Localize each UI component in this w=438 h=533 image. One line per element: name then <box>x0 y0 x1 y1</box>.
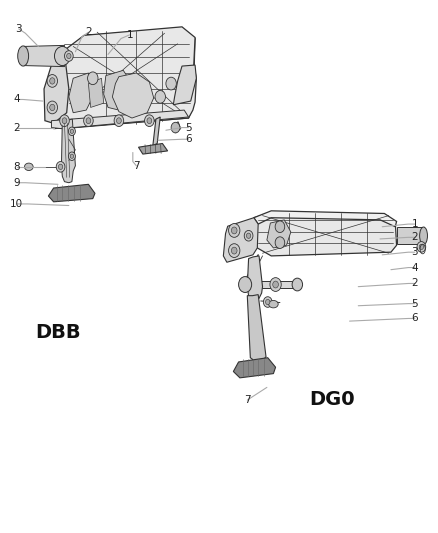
Polygon shape <box>44 54 69 123</box>
Circle shape <box>270 278 281 292</box>
Polygon shape <box>397 227 424 244</box>
Polygon shape <box>173 65 196 105</box>
Circle shape <box>275 237 285 248</box>
Polygon shape <box>223 217 258 262</box>
Circle shape <box>229 223 240 237</box>
Polygon shape <box>61 119 75 183</box>
Text: 5: 5 <box>412 298 418 309</box>
Circle shape <box>62 118 67 124</box>
Circle shape <box>88 72 98 85</box>
Circle shape <box>231 247 237 254</box>
Text: 2: 2 <box>412 278 418 288</box>
Circle shape <box>47 75 57 87</box>
Circle shape <box>68 152 75 160</box>
Text: 8: 8 <box>13 163 20 172</box>
Circle shape <box>231 227 237 234</box>
Circle shape <box>417 241 426 252</box>
Polygon shape <box>247 256 262 300</box>
Polygon shape <box>51 110 188 128</box>
Text: 5: 5 <box>185 123 192 133</box>
Polygon shape <box>245 281 297 288</box>
Circle shape <box>60 115 69 126</box>
Circle shape <box>49 78 55 84</box>
Polygon shape <box>69 73 93 113</box>
Polygon shape <box>23 45 64 67</box>
Text: 10: 10 <box>10 199 23 209</box>
Circle shape <box>166 77 177 90</box>
Polygon shape <box>64 28 195 60</box>
Circle shape <box>171 122 180 133</box>
Circle shape <box>263 297 272 308</box>
Polygon shape <box>48 184 95 202</box>
Text: 2: 2 <box>13 123 20 133</box>
Circle shape <box>58 164 63 169</box>
Circle shape <box>47 101 57 114</box>
Circle shape <box>275 221 285 232</box>
Circle shape <box>273 281 279 288</box>
Circle shape <box>292 278 303 291</box>
Polygon shape <box>153 117 160 146</box>
Text: 4: 4 <box>412 263 418 272</box>
Text: 6: 6 <box>185 134 192 144</box>
Polygon shape <box>247 295 266 362</box>
Text: 3: 3 <box>15 24 22 34</box>
Text: 3: 3 <box>412 247 418 257</box>
Text: 2: 2 <box>412 232 418 243</box>
Text: DBB: DBB <box>35 324 81 342</box>
Polygon shape <box>233 358 276 378</box>
Circle shape <box>247 233 251 238</box>
Circle shape <box>49 104 55 111</box>
Circle shape <box>117 118 121 124</box>
Polygon shape <box>51 38 195 128</box>
Polygon shape <box>88 78 104 108</box>
Circle shape <box>84 115 93 126</box>
Text: DG0: DG0 <box>309 390 355 409</box>
Text: 9: 9 <box>13 177 20 188</box>
Text: 2: 2 <box>85 27 92 37</box>
Circle shape <box>145 115 154 126</box>
Polygon shape <box>267 220 291 248</box>
Circle shape <box>147 118 152 124</box>
Polygon shape <box>138 143 168 154</box>
Circle shape <box>67 53 71 59</box>
Ellipse shape <box>420 227 427 245</box>
Text: 7: 7 <box>244 395 251 405</box>
Text: 6: 6 <box>412 313 418 324</box>
Circle shape <box>64 51 73 61</box>
Ellipse shape <box>18 46 28 66</box>
Circle shape <box>86 118 91 124</box>
Circle shape <box>155 91 166 103</box>
Circle shape <box>70 154 74 158</box>
Circle shape <box>244 230 253 241</box>
Text: 4: 4 <box>13 94 20 104</box>
Circle shape <box>239 277 252 293</box>
Text: 1: 1 <box>127 30 133 40</box>
Circle shape <box>70 129 74 133</box>
Circle shape <box>54 46 70 66</box>
Polygon shape <box>51 27 196 128</box>
Circle shape <box>56 161 65 172</box>
Polygon shape <box>113 73 154 118</box>
Text: 7: 7 <box>133 161 140 171</box>
Polygon shape <box>254 213 396 256</box>
Polygon shape <box>173 122 181 133</box>
Ellipse shape <box>268 301 278 308</box>
Ellipse shape <box>25 163 33 171</box>
Circle shape <box>229 244 240 257</box>
Text: 1: 1 <box>412 219 418 229</box>
Polygon shape <box>104 70 132 110</box>
Circle shape <box>419 244 424 249</box>
Circle shape <box>68 127 75 135</box>
Circle shape <box>265 300 270 305</box>
Polygon shape <box>254 211 396 227</box>
Circle shape <box>114 115 124 126</box>
